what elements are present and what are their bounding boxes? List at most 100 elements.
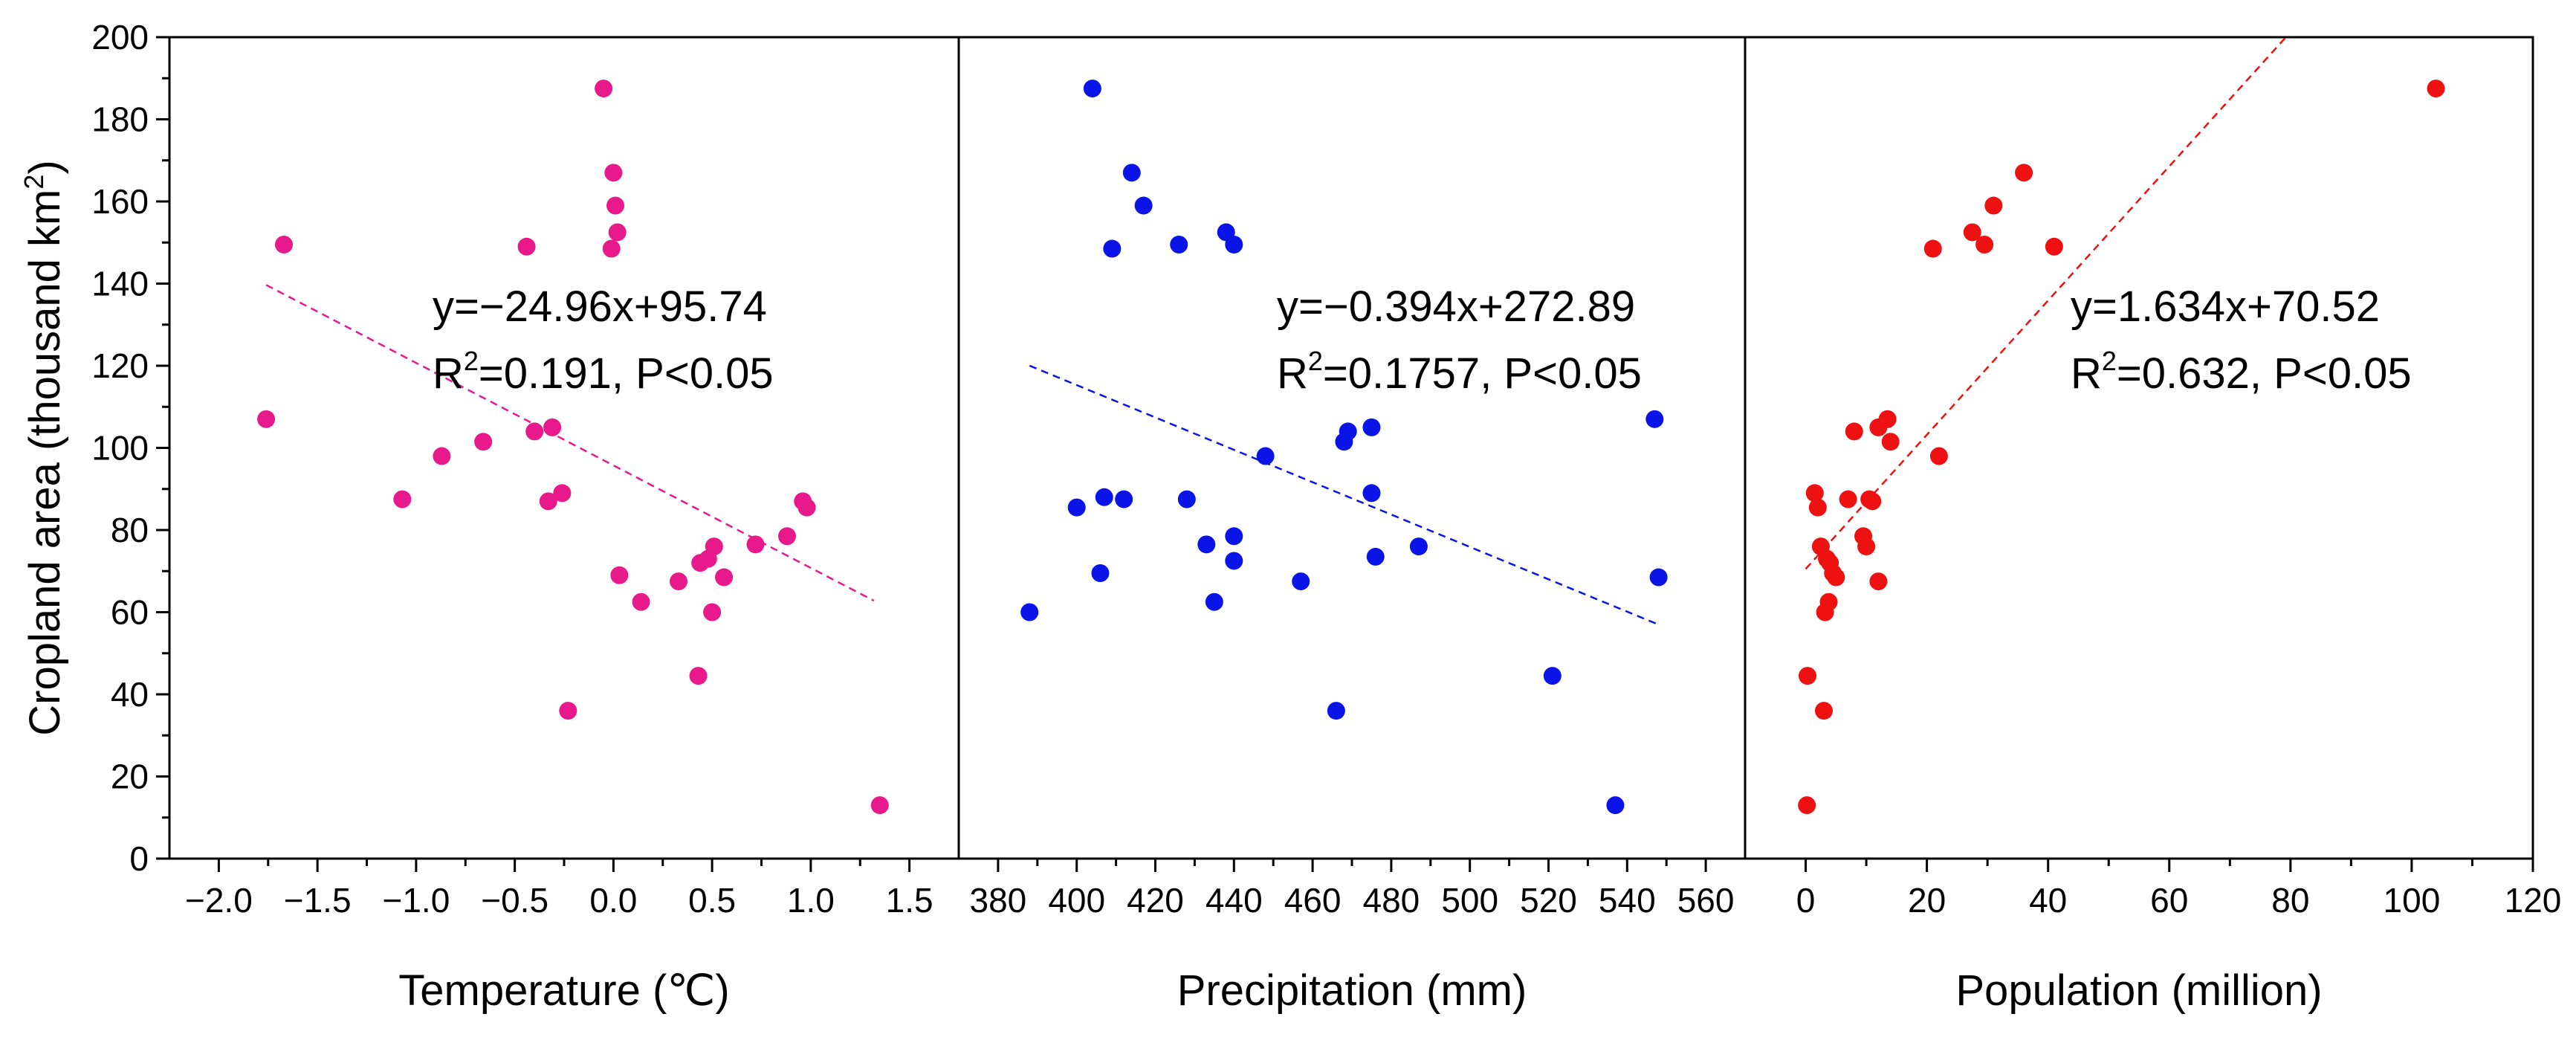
temperature-data-point xyxy=(539,492,557,511)
precipitation-x-tick-label: 520 xyxy=(1520,881,1577,920)
precipitation-data-point xyxy=(1067,498,1086,517)
population-x-tick-label: 120 xyxy=(2505,881,2562,920)
temperature-data-point xyxy=(433,447,451,465)
precipitation-data-point xyxy=(1366,547,1385,566)
population-data-point xyxy=(2427,80,2445,98)
points-layer xyxy=(257,80,2445,815)
temperature-data-point xyxy=(870,796,889,815)
temperature-r2-stats: R2=0.191, P<0.05 xyxy=(433,346,774,398)
temperature-x-tick-label: −1.5 xyxy=(284,881,352,920)
temperature-data-point xyxy=(553,484,572,503)
precipitation-data-point xyxy=(1225,527,1243,546)
precipitation-data-point xyxy=(1339,422,1357,441)
temperature-data-point xyxy=(746,535,765,554)
temperature-equation: y=−24.96x+95.74 xyxy=(433,282,767,331)
y-tick-label: 60 xyxy=(111,593,149,632)
precipitation-data-point xyxy=(1225,236,1243,254)
population-data-point xyxy=(1819,592,1838,611)
population-x-tick-label: 60 xyxy=(2150,881,2188,920)
temperature-x-tick-label: −0.5 xyxy=(481,881,548,920)
y-tick-label: 0 xyxy=(129,839,149,878)
population-data-point xyxy=(1878,410,1897,428)
temperature-data-point xyxy=(797,498,816,517)
population-x-tick-label: 40 xyxy=(2029,881,2067,920)
y-axis-title: Cropland area (thousand km2) xyxy=(19,160,69,735)
population-data-point xyxy=(1923,239,1942,258)
population-data-point xyxy=(1963,223,1981,242)
temperature-x-tick-label: 0.0 xyxy=(589,881,637,920)
population-data-point xyxy=(1805,484,1824,503)
temperature-data-point xyxy=(606,196,625,215)
precipitation-data-point xyxy=(1197,535,1216,554)
population-data-point xyxy=(1839,490,1857,508)
y-tick-label: 120 xyxy=(91,346,149,385)
temperature-data-point xyxy=(257,410,276,428)
temperature-data-point xyxy=(559,702,577,720)
population-x-tick-label: 100 xyxy=(2384,881,2441,920)
precipitation-data-point xyxy=(1083,80,1101,98)
temperature-x-tick-label: −2.0 xyxy=(185,881,253,920)
temperature-x-axis-title: Temperature (℃) xyxy=(398,966,729,1015)
temperature-data-point xyxy=(517,237,536,256)
temperature-data-point xyxy=(474,433,493,451)
temperature-x-tick-label: 1.0 xyxy=(787,881,835,920)
y-tick-label: 180 xyxy=(91,100,149,139)
population-data-point xyxy=(2045,237,2063,256)
precipitation-x-tick-label: 460 xyxy=(1284,881,1342,920)
population-data-point xyxy=(1984,196,2003,215)
temperature-data-point xyxy=(393,490,412,508)
precipitation-data-point xyxy=(1292,572,1310,591)
precipitation-x-tick-label: 500 xyxy=(1441,881,1498,920)
precipitation-x-tick-label: 380 xyxy=(970,881,1027,920)
population-data-point xyxy=(1798,796,1816,815)
temperature-data-point xyxy=(705,537,723,556)
y-tick-label: 40 xyxy=(111,675,149,714)
text-layer: 0 20 40 60 80 100 120 140 160 180 200 Cropland area… xyxy=(19,18,2561,1015)
population-data-point xyxy=(1798,667,1816,685)
population-x-tick-label: 20 xyxy=(1908,881,1946,920)
temperature-data-point xyxy=(778,527,797,546)
precipitation-data-point xyxy=(1327,702,1345,720)
population-data-point xyxy=(1845,422,1863,441)
temperature-data-point xyxy=(274,236,293,254)
precipitation-equation: y=−0.394x+272.89 xyxy=(1277,282,1635,331)
temperature-data-point xyxy=(543,418,562,436)
precipitation-data-point xyxy=(1020,603,1039,621)
y-tick-label: 140 xyxy=(91,265,149,303)
temperature-data-point xyxy=(715,568,734,587)
precipitation-data-point xyxy=(1362,484,1381,503)
precipitation-data-point xyxy=(1606,796,1625,815)
population-x-tick-label: 80 xyxy=(2271,881,2309,920)
population-data-point xyxy=(1827,568,1845,587)
y-tick-label: 200 xyxy=(91,18,149,56)
y-tick-label: 160 xyxy=(91,182,149,221)
precipitation-data-point xyxy=(1134,196,1153,215)
temperature-data-point xyxy=(602,239,621,258)
temperature-x-tick-label: −1.0 xyxy=(382,881,450,920)
population-data-point xyxy=(1815,702,1833,720)
precipitation-data-point xyxy=(1225,552,1243,570)
temperature-data-point xyxy=(595,80,613,98)
precipitation-data-point xyxy=(1115,490,1133,508)
temperature-data-point xyxy=(632,592,650,611)
population-data-point xyxy=(1857,537,1876,556)
temperature-x-tick-label: 1.5 xyxy=(886,881,933,920)
temperature-data-point xyxy=(604,164,623,182)
precipitation-data-point xyxy=(1103,239,1122,258)
precipitation-data-point xyxy=(1170,236,1188,254)
precipitation-data-point xyxy=(1645,410,1664,428)
axes-layer xyxy=(156,36,2534,872)
temperature-x-tick-label: 0.5 xyxy=(688,881,736,920)
precipitation-x-tick-label: 560 xyxy=(1677,881,1735,920)
precipitation-x-tick-label: 400 xyxy=(1048,881,1105,920)
precipitation-x-tick-label: 480 xyxy=(1363,881,1420,920)
y-tick-label: 20 xyxy=(111,758,149,796)
population-data-point xyxy=(1975,236,1994,254)
temperature-data-point xyxy=(669,572,687,591)
temperature-data-point xyxy=(525,422,544,441)
temperature-data-point xyxy=(608,223,627,242)
population-data-point xyxy=(1808,498,1827,517)
population-data-point xyxy=(2015,164,2033,182)
precipitation-x-tick-label: 420 xyxy=(1127,881,1184,920)
